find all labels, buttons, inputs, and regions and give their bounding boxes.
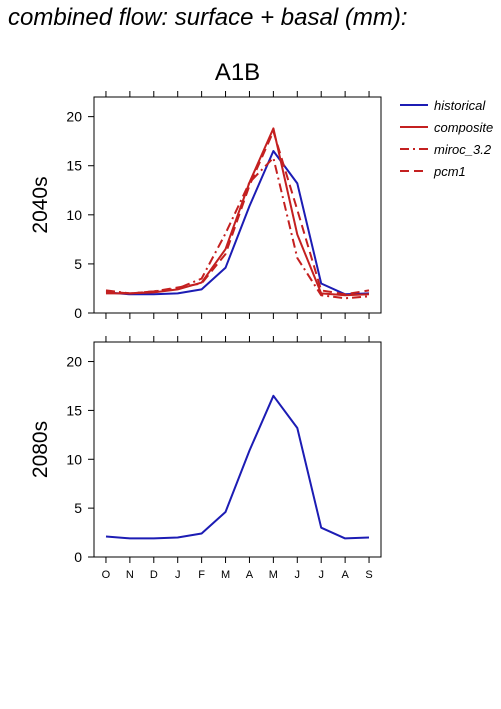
legend-label: pcm1 <box>433 164 466 179</box>
y-tick-label: 20 <box>66 109 82 125</box>
series-line-pcm1 <box>105 130 370 296</box>
x-tick-label: S <box>365 569 372 581</box>
x-tick-label: A <box>246 569 254 581</box>
panel-label: 2040s <box>29 176 52 233</box>
x-tick-label: O <box>102 569 111 581</box>
panel-label: 2080s <box>29 421 52 478</box>
plot-frame <box>93 96 382 314</box>
series-line-historical <box>105 394 370 540</box>
legend-label: composite <box>434 120 493 135</box>
x-tick-label: F <box>198 569 205 581</box>
y-tick-label: 10 <box>66 207 82 223</box>
x-tick-label: N <box>126 569 134 581</box>
plot-frame <box>93 341 382 558</box>
y-tick-label: 20 <box>66 354 82 370</box>
y-tick-label: 0 <box>74 549 82 565</box>
y-tick-label: 0 <box>74 305 82 321</box>
series-line-historical <box>105 150 370 296</box>
x-tick-label: J <box>318 569 324 581</box>
series-line-miroc-3-2 <box>105 156 370 300</box>
y-tick-label: 15 <box>66 402 82 418</box>
x-tick-label: A <box>341 569 349 581</box>
page-title: combined flow: surface + basal (mm): <box>8 4 408 31</box>
x-tick-label: J <box>175 569 181 581</box>
y-tick-label: 10 <box>66 451 82 467</box>
chart-title: A1B <box>215 59 260 86</box>
y-tick-label: 5 <box>74 500 82 516</box>
y-tick-label: 5 <box>74 256 82 272</box>
legend-label: miroc_3.2 <box>434 142 492 157</box>
legend-label: historical <box>434 98 486 113</box>
x-tick-label: J <box>295 569 301 581</box>
y-tick-label: 15 <box>66 158 82 174</box>
series-line-composite <box>106 127 370 297</box>
x-tick-label: D <box>150 569 158 581</box>
x-tick-label: M <box>269 569 278 581</box>
x-tick-label: M <box>221 569 230 581</box>
